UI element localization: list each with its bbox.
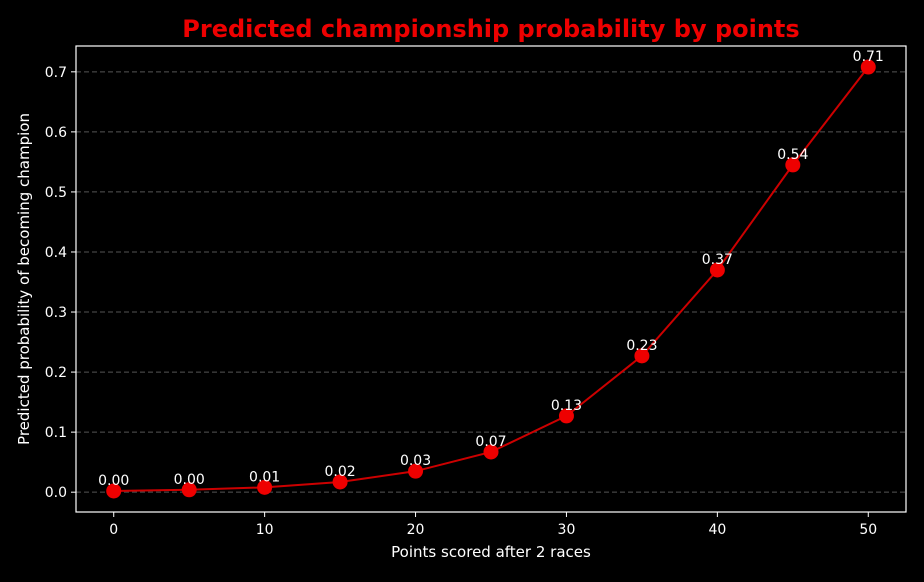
data-label: 0.00 (174, 472, 205, 488)
data-point (257, 479, 273, 495)
data-label: 0.23 (626, 338, 657, 354)
data-point (558, 408, 574, 424)
data-label: 0.37 (702, 252, 733, 268)
grid (76, 71, 906, 493)
data-point (332, 474, 348, 490)
y-tick-label: 0.5 (45, 185, 67, 201)
data-label: 0.07 (475, 434, 506, 450)
series: 0.00 0.00 0.01 0.02 0.03 0.07 0.13 0.23 0.37 0.54… (98, 49, 884, 499)
y-tick-label: 0.2 (45, 365, 67, 381)
x-tick-label: 0 (109, 522, 118, 538)
y-tick-label: 0.1 (45, 425, 67, 441)
x-tick-label: 30 (558, 522, 576, 538)
data-point (106, 483, 122, 499)
series-line (113, 66, 870, 492)
x-tick-label: 40 (708, 522, 726, 538)
data-point (634, 348, 650, 364)
x-axis-label: Points scored after 2 races (391, 543, 591, 561)
y-tick-label: 0.0 (45, 485, 67, 501)
plot-frame (75, 45, 907, 513)
x-tick-label: 20 (407, 522, 425, 538)
y-axis-label: Predicted probability of becoming champi… (15, 113, 33, 445)
data-point (181, 482, 197, 498)
y-tick-label: 0.6 (45, 125, 67, 141)
data-label: 0.03 (400, 453, 431, 469)
x-tick-label: 10 (256, 522, 274, 538)
data-label: 0.02 (325, 464, 356, 480)
y-tick-label: 0.4 (45, 245, 67, 261)
data-point (785, 157, 801, 173)
ticks: 0.0 0.1 0.2 0.3 0.4 0.5 0.6 0.7 0 10 20 30 40 50 (45, 65, 877, 538)
y-tick-label: 0.7 (45, 65, 67, 81)
data-label: 0.54 (777, 147, 808, 163)
data-label: 0.01 (249, 469, 280, 485)
data-label: 0.13 (551, 398, 582, 414)
data-point (408, 463, 424, 479)
data-label: 0.71 (853, 49, 884, 65)
data-point (483, 444, 499, 460)
x-tick-label: 50 (859, 522, 877, 538)
data-label: 0.00 (98, 473, 129, 489)
y-tick-label: 0.3 (45, 305, 67, 321)
chart-title: Predicted championship probability by po… (182, 15, 799, 43)
data-point (860, 59, 876, 75)
data-point (709, 262, 725, 278)
